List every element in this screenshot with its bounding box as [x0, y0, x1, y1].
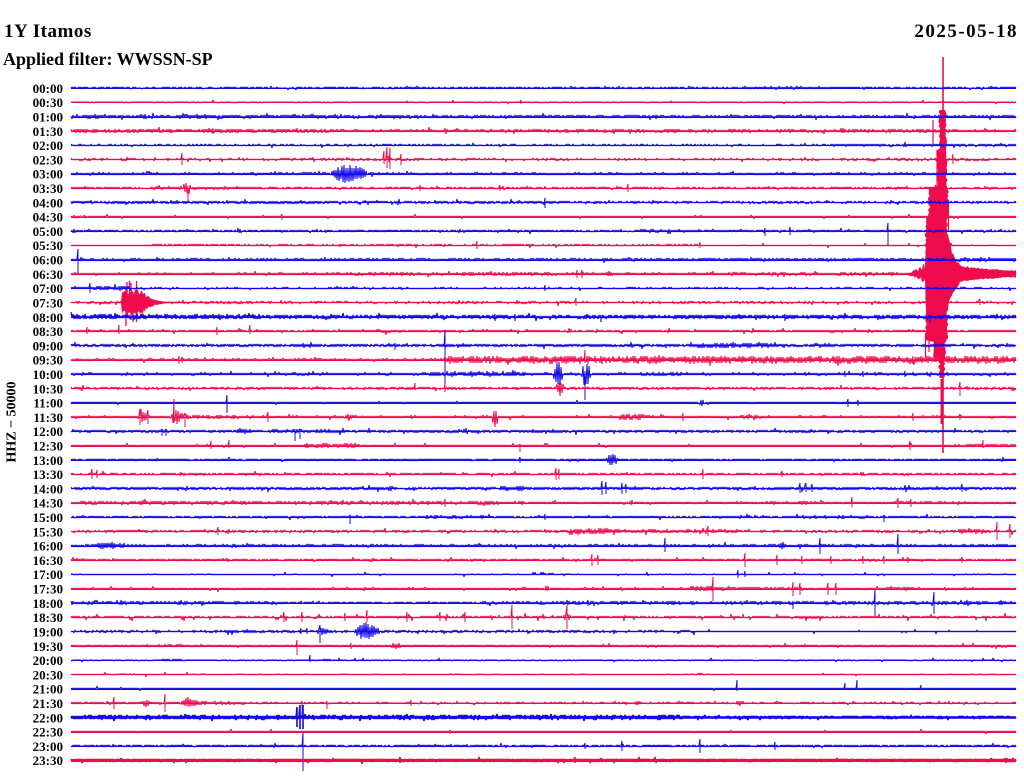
- svg-text:03:00: 03:00: [33, 167, 63, 182]
- svg-text:11:00: 11:00: [33, 396, 63, 411]
- svg-text:23:30: 23:30: [33, 753, 63, 768]
- svg-text:12:00: 12:00: [33, 424, 63, 439]
- svg-text:04:30: 04:30: [33, 210, 63, 225]
- svg-text:01:30: 01:30: [33, 124, 63, 139]
- svg-text:HHZ − 50000: HHZ − 50000: [5, 381, 20, 462]
- svg-text:06:00: 06:00: [33, 253, 63, 268]
- svg-text:23:00: 23:00: [33, 739, 63, 754]
- svg-text:20:00: 20:00: [33, 653, 63, 668]
- svg-text:13:30: 13:30: [33, 467, 63, 482]
- svg-text:05:30: 05:30: [33, 238, 63, 253]
- svg-text:2025-05-18: 2025-05-18: [914, 21, 1018, 42]
- svg-text:08:30: 08:30: [33, 324, 63, 339]
- svg-text:11:30: 11:30: [33, 410, 63, 425]
- svg-text:05:00: 05:00: [33, 224, 63, 239]
- svg-text:07:30: 07:30: [33, 296, 63, 311]
- svg-text:17:30: 17:30: [33, 582, 63, 597]
- svg-text:04:00: 04:00: [33, 195, 63, 210]
- svg-text:02:30: 02:30: [33, 152, 63, 167]
- svg-text:14:30: 14:30: [33, 496, 63, 511]
- svg-text:22:00: 22:00: [33, 710, 63, 725]
- svg-text:18:00: 18:00: [33, 596, 63, 611]
- svg-text:12:30: 12:30: [33, 439, 63, 454]
- svg-text:08:00: 08:00: [33, 310, 63, 325]
- svg-text:00:30: 00:30: [33, 95, 63, 110]
- svg-text:07:00: 07:00: [33, 281, 63, 296]
- svg-text:10:30: 10:30: [33, 381, 63, 396]
- svg-text:00:00: 00:00: [33, 81, 63, 96]
- svg-text:16:30: 16:30: [33, 553, 63, 568]
- svg-text:03:30: 03:30: [33, 181, 63, 196]
- svg-text:13:00: 13:00: [33, 453, 63, 468]
- svg-text:22:30: 22:30: [33, 725, 63, 740]
- svg-text:15:00: 15:00: [33, 510, 63, 525]
- svg-text:10:00: 10:00: [33, 367, 63, 382]
- svg-text:15:30: 15:30: [33, 524, 63, 539]
- svg-text:01:00: 01:00: [33, 110, 63, 125]
- svg-text:06:30: 06:30: [33, 267, 63, 282]
- svg-text:19:00: 19:00: [33, 625, 63, 640]
- svg-text:1Y Itamos: 1Y Itamos: [4, 21, 92, 42]
- svg-text:14:00: 14:00: [33, 481, 63, 496]
- svg-text:09:30: 09:30: [33, 353, 63, 368]
- svg-text:21:30: 21:30: [33, 696, 63, 711]
- svg-text:16:00: 16:00: [33, 539, 63, 554]
- svg-text:17:00: 17:00: [33, 567, 63, 582]
- svg-text:20:30: 20:30: [33, 667, 63, 682]
- svg-text:18:30: 18:30: [33, 610, 63, 625]
- svg-text:21:00: 21:00: [33, 682, 63, 697]
- svg-text:19:30: 19:30: [33, 639, 63, 654]
- svg-text:Applied filter: WWSSN-SP: Applied filter: WWSSN-SP: [3, 49, 213, 69]
- svg-text:02:00: 02:00: [33, 138, 63, 153]
- svg-text:09:00: 09:00: [33, 338, 63, 353]
